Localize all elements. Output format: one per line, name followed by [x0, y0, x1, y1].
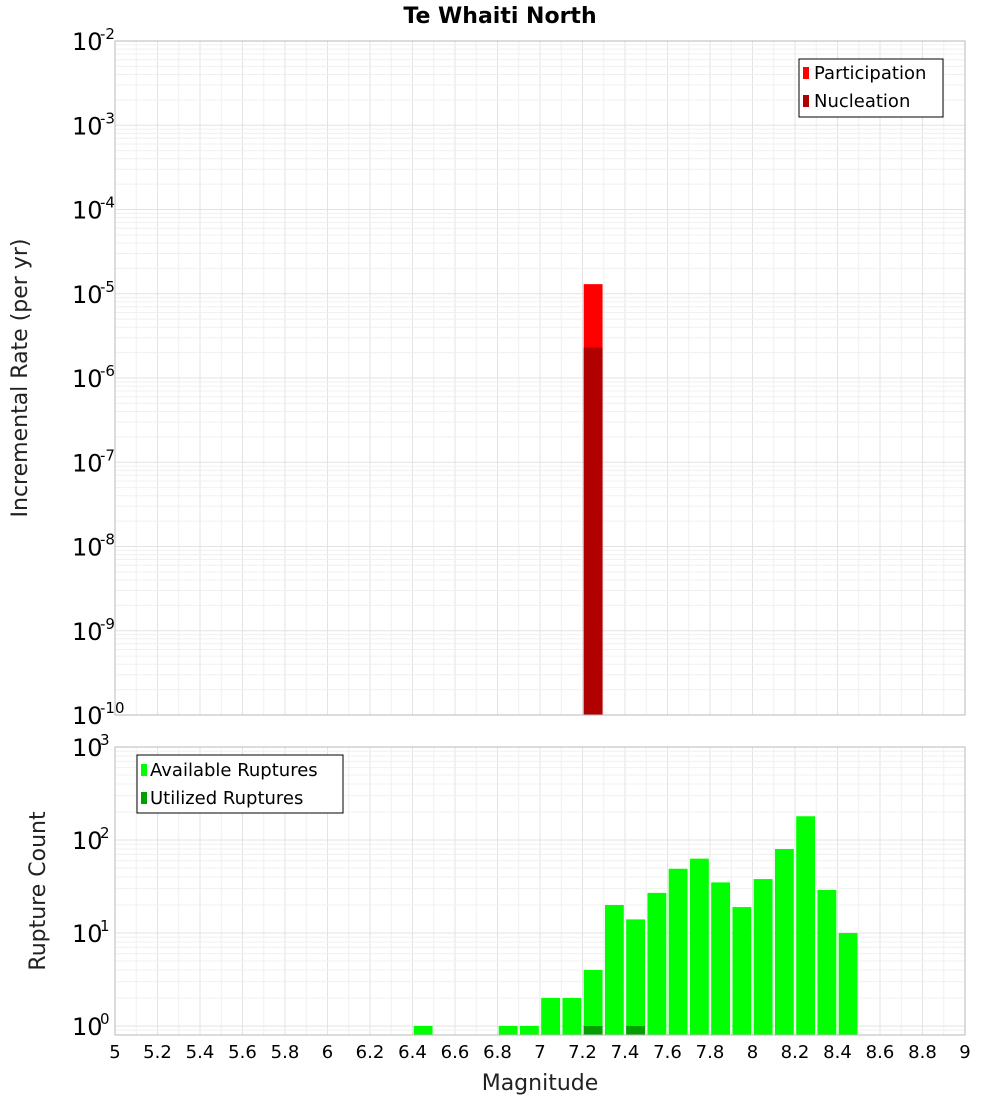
x-tick-label: 8.4	[823, 1042, 852, 1063]
chart-title: Te Whaiti North	[403, 4, 596, 29]
bottom-bar-available-ruptures	[562, 997, 582, 1035]
bottom-bar-utilized-ruptures	[626, 1025, 646, 1035]
top-y-tick-label: 10	[72, 197, 103, 225]
x-tick-label: 5	[109, 1042, 120, 1063]
x-tick-label: 8.2	[781, 1042, 810, 1063]
top-legend-box	[798, 58, 944, 118]
legend-label-utilized-ruptures: Utilized Ruptures	[150, 788, 303, 809]
x-tick-label: 6.4	[398, 1042, 427, 1063]
bottom-bar-available-ruptures	[498, 1025, 518, 1035]
top-y-axis-label: Incremental Rate (per yr)	[8, 239, 33, 518]
x-tick-label: 8	[747, 1042, 758, 1063]
x-tick-label: 7.2	[568, 1042, 597, 1063]
legend-swatch-participation	[803, 67, 809, 79]
legend-swatch-nucleation	[803, 95, 809, 107]
bottom-bar-available-ruptures	[668, 868, 688, 1035]
top-y-tick-exponent: -10	[100, 699, 125, 717]
bottom-bar-available-ruptures	[519, 1025, 539, 1035]
bottom-bar-available-ruptures	[753, 879, 773, 1035]
top-y-tick-exponent: -3	[100, 109, 115, 127]
x-tick-label: 5.2	[143, 1042, 172, 1063]
top-y-tick-label: 10	[72, 112, 103, 140]
top-y-tick-label: 10	[72, 534, 103, 562]
bottom-y-tick-label: 10	[72, 734, 103, 762]
top-y-tick-exponent: -4	[100, 194, 115, 212]
bottom-plot-frame	[114, 746, 966, 1036]
x-tick-label: 5.6	[228, 1042, 257, 1063]
bottom-bar-available-ruptures	[732, 907, 752, 1035]
bottom-bar-available-ruptures	[838, 932, 858, 1035]
bottom-bar-available-ruptures	[647, 892, 667, 1035]
top-y-tick-label: 10	[72, 618, 103, 646]
bottom-bar-available-ruptures	[604, 904, 624, 1035]
x-axis-label: Magnitude	[482, 1071, 599, 1096]
legend-label-nucleation: Nucleation	[814, 91, 910, 112]
bottom-y-tick-exponent: 0	[100, 1010, 110, 1028]
x-tick-label: 5.8	[271, 1042, 300, 1063]
bottom-bar-available-ruptures	[413, 1025, 433, 1035]
top-bar-nucleation	[583, 347, 603, 715]
top-y-tick-label: 10	[72, 28, 103, 56]
top-grid	[114, 40, 966, 716]
bottom-bar-available-ruptures	[817, 889, 837, 1035]
x-tick-label: 7	[534, 1042, 545, 1063]
bottom-legend-box	[136, 754, 344, 814]
top-y-tick-label: 10	[72, 449, 103, 477]
legend-swatch-utilized-ruptures	[141, 792, 147, 804]
top-bars	[583, 284, 603, 715]
bottom-bar-available-ruptures	[711, 882, 731, 1035]
x-tick-label: 7.4	[611, 1042, 640, 1063]
bottom-bars	[413, 816, 858, 1035]
bottom-y-tick-exponent: 2	[100, 824, 110, 842]
bottom-x-ticks: 5 5.2 5.4 5.6 5.8 6 6.2 6.4 6.6 6.8 7 7.2 7.4 7.6 7.8 8…	[109, 1042, 970, 1063]
top-y-tick-exponent: -5	[100, 278, 115, 296]
top-y-ticks: 10-210-310-410-510-610-710-810-910-10	[72, 25, 125, 730]
top-y-tick-label: 10	[72, 281, 103, 309]
bottom-y-tick-label: 10	[72, 1013, 103, 1041]
x-tick-label: 6	[322, 1042, 333, 1063]
bottom-bar-available-ruptures	[774, 849, 794, 1035]
top-y-tick-exponent: -6	[100, 362, 115, 380]
top-y-tick-label: 10	[72, 702, 103, 730]
bottom-bar-available-ruptures	[583, 969, 603, 1035]
bottom-y-tick-label: 10	[72, 827, 103, 855]
bottom-y-tick-exponent: 1	[100, 917, 110, 935]
x-tick-label: 9	[959, 1042, 970, 1063]
x-tick-label: 6.2	[356, 1042, 385, 1063]
bottom-bar-utilized-ruptures	[583, 1025, 603, 1035]
bottom-legend: Available Ruptures Utilized Ruptures	[136, 754, 344, 814]
bottom-y-axis-label: Rupture Count	[26, 811, 51, 971]
x-tick-label: 8.6	[866, 1042, 895, 1063]
x-tick-label: 7.8	[696, 1042, 725, 1063]
top-y-tick-exponent: -7	[100, 446, 115, 464]
bottom-y-tick-label: 10	[72, 920, 103, 948]
top-y-tick-exponent: -2	[100, 25, 115, 43]
top-y-tick-exponent: -8	[100, 531, 115, 549]
x-tick-label: 8.8	[908, 1042, 937, 1063]
top-y-tick-exponent: -9	[100, 615, 115, 633]
bottom-bar-available-ruptures	[626, 919, 646, 1035]
bottom-bar-available-ruptures	[796, 816, 816, 1035]
bottom-bar-available-ruptures	[541, 997, 561, 1035]
top-plot-frame	[114, 40, 966, 716]
bottom-bar-available-ruptures	[689, 858, 709, 1035]
legend-label-participation: Participation	[814, 63, 926, 84]
x-tick-label: 5.4	[186, 1042, 215, 1063]
x-tick-label: 6.6	[441, 1042, 470, 1063]
legend-swatch-available-ruptures	[141, 764, 147, 776]
bottom-y-tick-exponent: 3	[100, 731, 110, 749]
legend-label-available-ruptures: Available Ruptures	[150, 760, 318, 781]
x-tick-label: 7.6	[653, 1042, 682, 1063]
top-legend: Participation Nucleation	[798, 58, 944, 118]
top-y-tick-label: 10	[72, 365, 103, 393]
x-tick-label: 6.8	[483, 1042, 512, 1063]
